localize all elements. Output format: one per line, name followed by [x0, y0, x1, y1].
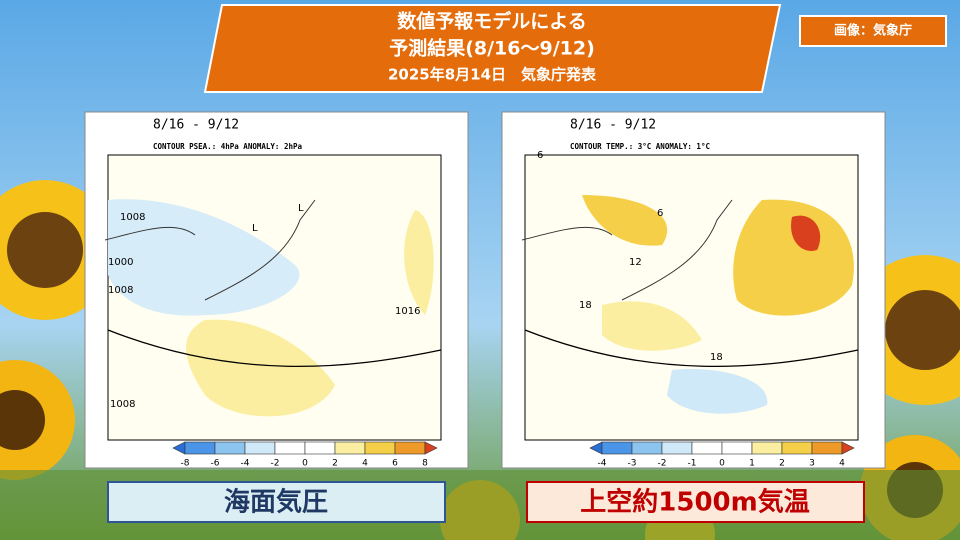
- colorbar-segment: [184, 441, 216, 455]
- contour-note: CONTOUR PSEA.: 4hPa ANOMALY: 2hPa: [153, 142, 302, 151]
- caption-box: [107, 481, 446, 523]
- colorbar-tick-label: -6: [211, 459, 220, 469]
- colorbar-segment: [751, 441, 783, 455]
- colorbar-arrow: [424, 441, 438, 455]
- anomaly-area: [186, 319, 335, 417]
- colorbar-tick-label: 8: [422, 459, 428, 469]
- contour-note: CONTOUR TEMP.: 3°C ANOMALY: 1°C: [570, 142, 710, 151]
- colorbar-segment: [394, 441, 426, 455]
- colorbar-tick-label: 4: [362, 459, 368, 469]
- colorbar-segment: [601, 441, 633, 455]
- anomaly-area: [667, 369, 768, 414]
- colorbar-segment: [304, 441, 336, 455]
- colorbar-tick-label: 3: [809, 459, 815, 469]
- header-banner: [203, 4, 782, 93]
- credit-box: [799, 15, 947, 47]
- contour: [107, 329, 442, 368]
- map-label: 1008: [108, 285, 133, 296]
- colorbar-tick-label: 2: [779, 459, 785, 469]
- anomaly-area: [582, 195, 668, 246]
- map-label: 18: [710, 352, 723, 363]
- colorbar-tick-label: -2: [271, 459, 280, 469]
- colorbar-tick-label: 2: [332, 459, 338, 469]
- colorbar-arrow: [841, 441, 855, 455]
- map-label: 1008: [120, 212, 145, 223]
- map-label: 6: [537, 150, 543, 161]
- colorbar-segment: [244, 441, 276, 455]
- colorbar-tick-label: -8: [181, 459, 190, 469]
- map-label: 12: [629, 257, 642, 268]
- colorbar-segment: [364, 441, 396, 455]
- anomaly-area: [733, 199, 854, 316]
- colorbar-segment: [631, 441, 663, 455]
- colorbar-tick-label: -3: [628, 459, 637, 469]
- anomaly-area: [404, 210, 434, 315]
- map-label: 18: [579, 300, 592, 311]
- map-label: L: [252, 223, 258, 234]
- colorbar-tick-label: 4: [839, 459, 845, 469]
- caption: 海面気圧: [224, 487, 328, 518]
- colorbar-tick-label: -1: [688, 459, 697, 469]
- anomaly-area: [602, 301, 702, 351]
- map-label: 1008: [110, 399, 135, 410]
- map-label: 6: [657, 208, 663, 219]
- period: 8/16 - 9/12: [153, 118, 239, 133]
- panels: 8/16 - 9/12 CONTOUR PSEA.: 4hPa ANOMALY: …: [84, 111, 886, 523]
- colorbar-segment: [274, 441, 306, 455]
- header-line: 2025年8月14日 気象庁発表: [388, 66, 597, 84]
- contour: [524, 329, 859, 368]
- anomaly-area: [791, 215, 821, 251]
- colorbar-segment: [661, 441, 693, 455]
- colorbar-segment: [691, 441, 723, 455]
- colorbar-segment: [214, 441, 246, 455]
- map-label: 1000: [108, 257, 133, 268]
- colorbar-segment: [781, 441, 813, 455]
- period: 8/16 - 9/12: [570, 118, 656, 133]
- colorbar-tick-label: -2: [658, 459, 667, 469]
- colorbar-tick-label: -4: [241, 459, 250, 469]
- colorbar-tick-label: 0: [719, 459, 725, 469]
- caption: 上空約1500m気温: [580, 487, 809, 518]
- map-label: 1016: [395, 306, 420, 317]
- colorbar-segment: [721, 441, 753, 455]
- colorbar-tick-label: 0: [302, 459, 308, 469]
- coast: [521, 199, 733, 301]
- caption-box: [526, 481, 865, 523]
- map-panel: 8/16 - 9/12 CONTOUR PSEA.: 4hPa ANOMALY: …: [84, 111, 469, 523]
- colorbar-segment: [334, 441, 366, 455]
- colorbar-tick-label: 1: [749, 459, 755, 469]
- colorbar-tick-label: 6: [392, 459, 398, 469]
- map-label: L: [298, 203, 304, 214]
- map-panel: 8/16 - 9/12 CONTOUR TEMP.: 3°C ANOMALY: 1…: [501, 111, 886, 523]
- colorbar-tick-label: -4: [598, 459, 607, 469]
- colorbar-segment: [811, 441, 843, 455]
- credit: 画像：気象庁: [834, 23, 912, 39]
- header-line: 数値予報モデルによる: [397, 10, 586, 33]
- header-line: 予測結果(8/16～9/12): [389, 37, 595, 60]
- coast: [104, 199, 316, 301]
